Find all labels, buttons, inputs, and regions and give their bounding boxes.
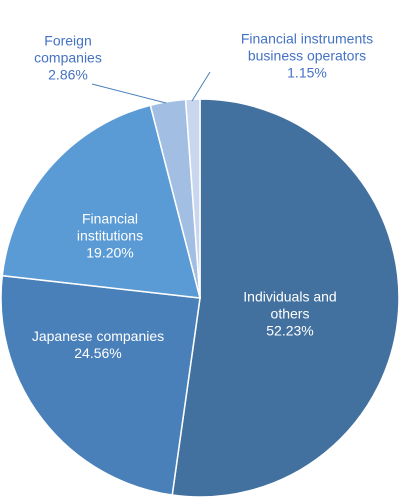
slice-label: Japanese companies 24.56% xyxy=(3,328,193,362)
slice-label: Individuals and others 52.23% xyxy=(235,289,345,340)
pie-slice xyxy=(0,274,201,496)
value-label: 24.56% xyxy=(74,345,122,361)
pie-slice xyxy=(171,98,400,498)
category-label: Financial institutions xyxy=(76,210,144,244)
category-label: Foreign companies xyxy=(34,32,102,66)
leader-line xyxy=(91,83,167,104)
value-label: 19.20% xyxy=(86,244,134,261)
slice-label: Financial institutions 19.20% xyxy=(60,211,160,262)
category-label: Financial instruments business operators xyxy=(240,30,374,64)
category-label: Individuals and others xyxy=(243,288,337,322)
category-label: Japanese companies xyxy=(31,328,165,344)
value-label: 2.86% xyxy=(48,66,88,83)
slice-label: Foreign companies 2.86% xyxy=(23,33,113,84)
leader-line xyxy=(191,71,211,102)
slice-label: Financial instruments business operators… xyxy=(217,31,397,82)
pie-slice xyxy=(1,104,201,299)
value-label: 52.23% xyxy=(266,322,314,339)
value-label: 1.15% xyxy=(287,64,327,81)
